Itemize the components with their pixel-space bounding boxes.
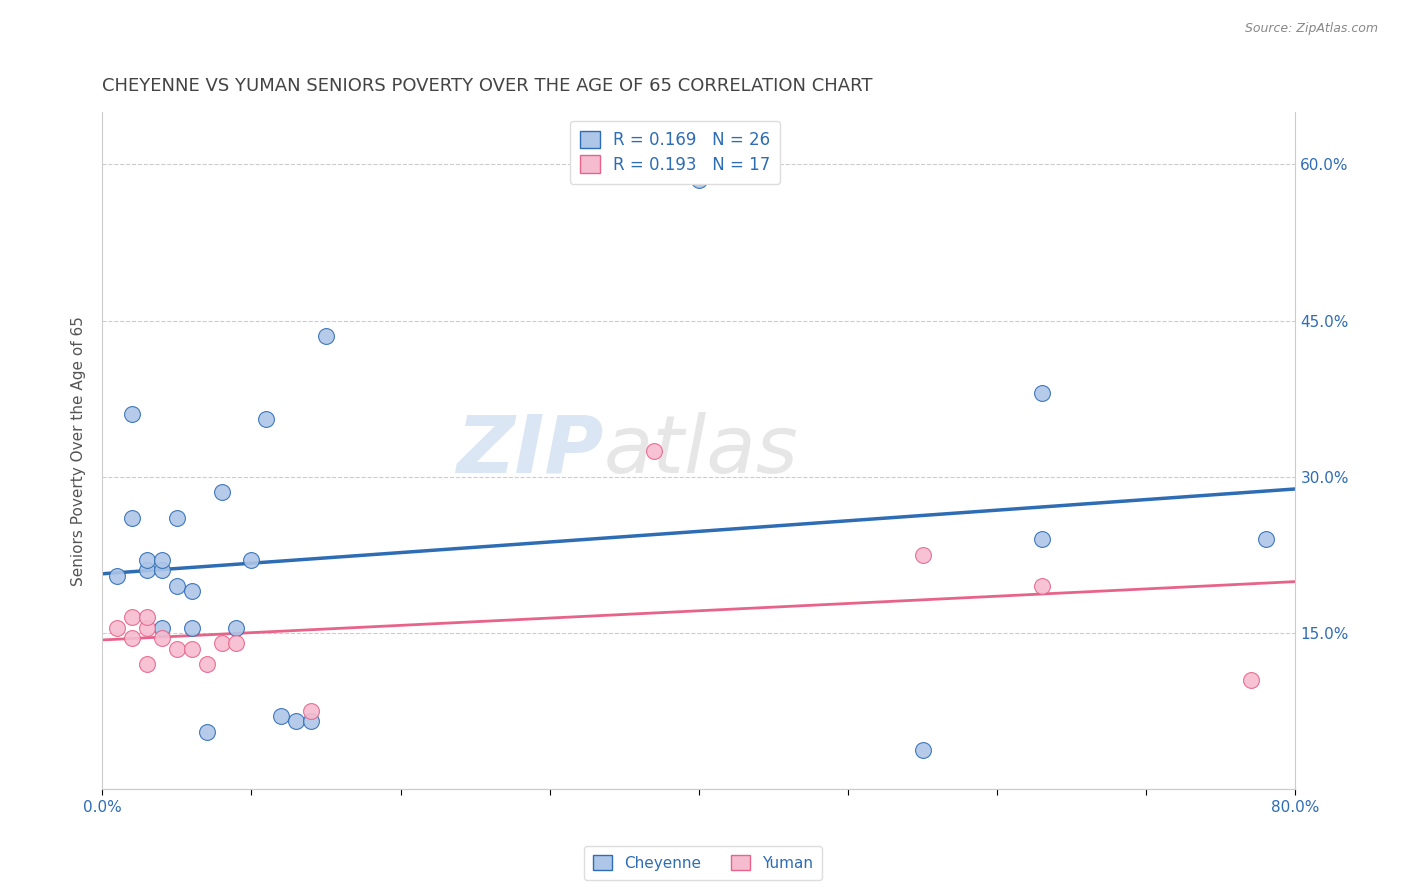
- Point: [136, 564, 159, 578]
- Point: [180, 584, 202, 599]
- Point: [1240, 673, 1263, 687]
- Point: [688, 173, 710, 187]
- Point: [166, 511, 188, 525]
- Text: atlas: atlas: [603, 412, 799, 490]
- Point: [166, 579, 188, 593]
- Legend: R = 0.169   N = 26, R = 0.193   N = 17: R = 0.169 N = 26, R = 0.193 N = 17: [569, 120, 780, 184]
- Point: [285, 714, 308, 729]
- Point: [121, 610, 143, 624]
- Point: [195, 657, 218, 672]
- Point: [299, 704, 322, 718]
- Point: [911, 548, 934, 562]
- Point: [1031, 579, 1053, 593]
- Point: [136, 610, 159, 624]
- Text: ZIP: ZIP: [456, 412, 603, 490]
- Point: [225, 636, 247, 650]
- Point: [166, 641, 188, 656]
- Point: [643, 443, 665, 458]
- Point: [150, 564, 173, 578]
- Text: Source: ZipAtlas.com: Source: ZipAtlas.com: [1244, 22, 1378, 36]
- Point: [299, 714, 322, 729]
- Point: [150, 553, 173, 567]
- Point: [105, 568, 128, 582]
- Point: [1031, 386, 1053, 401]
- Point: [211, 485, 233, 500]
- Point: [121, 407, 143, 421]
- Point: [225, 621, 247, 635]
- Y-axis label: Seniors Poverty Over the Age of 65: Seniors Poverty Over the Age of 65: [72, 316, 86, 586]
- Point: [121, 511, 143, 525]
- Point: [195, 724, 218, 739]
- Point: [254, 412, 277, 426]
- Legend: Cheyenne, Yuman: Cheyenne, Yuman: [583, 846, 823, 880]
- Point: [136, 621, 159, 635]
- Point: [136, 553, 159, 567]
- Point: [180, 621, 202, 635]
- Point: [1031, 533, 1053, 547]
- Text: CHEYENNE VS YUMAN SENIORS POVERTY OVER THE AGE OF 65 CORRELATION CHART: CHEYENNE VS YUMAN SENIORS POVERTY OVER T…: [103, 78, 873, 95]
- Point: [180, 641, 202, 656]
- Point: [150, 621, 173, 635]
- Point: [105, 621, 128, 635]
- Point: [136, 657, 159, 672]
- Point: [911, 742, 934, 756]
- Point: [1254, 533, 1277, 547]
- Point: [270, 709, 292, 723]
- Point: [315, 329, 337, 343]
- Point: [211, 636, 233, 650]
- Point: [150, 631, 173, 645]
- Point: [121, 631, 143, 645]
- Point: [240, 553, 263, 567]
